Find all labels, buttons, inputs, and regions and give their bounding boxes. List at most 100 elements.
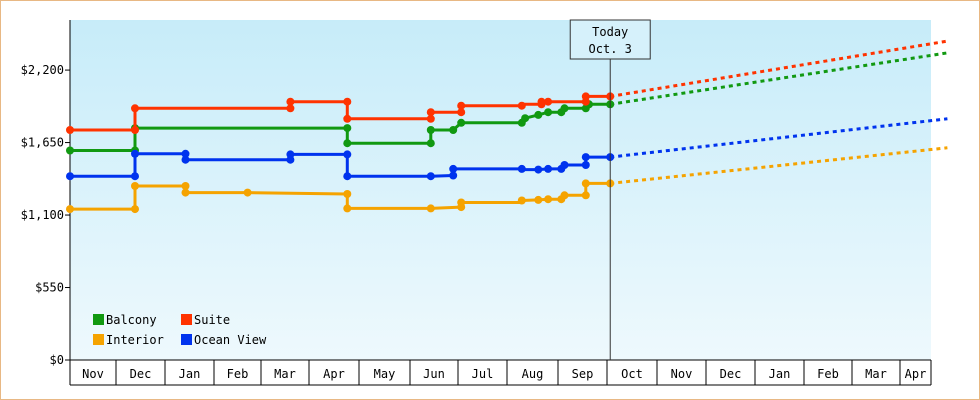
series-point[interactable] <box>581 191 590 200</box>
series-point[interactable] <box>66 172 74 181</box>
series-suite <box>66 39 948 134</box>
series-point[interactable] <box>243 188 252 197</box>
series-point[interactable] <box>560 104 569 113</box>
series-point[interactable] <box>534 110 543 119</box>
legend-label-ocean-view: Ocean View <box>194 333 267 347</box>
month-label: Sep <box>572 367 594 381</box>
series-point[interactable] <box>534 195 543 204</box>
y-tick-label: $1,650 <box>21 136 64 150</box>
axes: $0 $550 $1,100 $1,650 $2,200 Nov Dec Jan Feb Mar A… <box>21 20 932 386</box>
legend-label-interior: Interior <box>106 333 164 347</box>
series-point[interactable] <box>560 161 569 169</box>
series-point[interactable] <box>426 114 435 123</box>
today-marker: Today Oct. 3 <box>569 19 651 360</box>
series-point[interactable] <box>131 126 139 134</box>
series-point[interactable] <box>544 195 553 204</box>
series-point[interactable] <box>544 97 553 106</box>
month-label: Dec <box>130 367 152 381</box>
series-point[interactable] <box>517 101 526 110</box>
series-point[interactable] <box>343 150 352 159</box>
series-point[interactable] <box>581 179 590 188</box>
month-label: Feb <box>227 367 249 381</box>
month-label: Jul <box>472 367 494 381</box>
y-tick-label: $1,100 <box>21 208 64 222</box>
series-point[interactable] <box>457 101 466 110</box>
series-ocean-view <box>66 117 948 181</box>
plot-background <box>70 20 931 360</box>
series-point[interactable] <box>131 172 139 181</box>
series-projection-interior <box>610 146 948 185</box>
series-point[interactable] <box>449 171 458 180</box>
series-point[interactable] <box>343 190 352 198</box>
series-point[interactable] <box>343 124 352 133</box>
series-projection-suite <box>609 39 948 98</box>
series-point[interactable] <box>181 188 190 197</box>
legend-swatch-ocean-view <box>181 334 192 345</box>
month-label: Aug <box>522 367 544 381</box>
legend-label-balcony: Balcony <box>106 313 157 327</box>
today-date: Oct. 3 <box>589 42 632 56</box>
legend: Balcony Suite Interior Ocean View <box>93 313 267 347</box>
month-label: Dec <box>720 367 742 381</box>
legend-swatch-balcony <box>93 314 104 325</box>
legend-swatch-suite <box>181 314 192 325</box>
series-point[interactable] <box>131 182 139 190</box>
series-point[interactable] <box>521 114 530 123</box>
month-label: Oct <box>621 367 643 381</box>
series-point[interactable] <box>534 165 543 174</box>
y-tick-label: $2,200 <box>21 63 64 77</box>
series-point[interactable] <box>426 139 435 148</box>
month-label: Jan <box>769 367 791 381</box>
series-point[interactable] <box>426 126 435 134</box>
series-point[interactable] <box>544 164 553 173</box>
series-point[interactable] <box>131 104 139 113</box>
series-point[interactable] <box>457 108 466 117</box>
series-point[interactable] <box>66 205 74 214</box>
series-point[interactable] <box>343 97 352 106</box>
series-point[interactable] <box>426 204 435 213</box>
series-projection-balcony <box>609 51 948 106</box>
series-point[interactable] <box>131 149 139 158</box>
month-label: Mar <box>865 367 887 381</box>
series-point[interactable] <box>343 204 352 213</box>
series-point[interactable] <box>181 155 190 164</box>
series-point[interactable] <box>581 161 590 169</box>
series-point[interactable] <box>131 205 139 214</box>
month-label: Nov <box>671 367 693 381</box>
series-point[interactable] <box>449 164 458 173</box>
series-layer <box>66 39 948 214</box>
month-label: Apr <box>905 367 927 381</box>
legend-swatch-interior <box>93 334 104 345</box>
series-point[interactable] <box>581 92 590 101</box>
today-label: Today <box>592 25 628 39</box>
month-label: May <box>374 367 396 381</box>
series-point[interactable] <box>426 108 435 117</box>
series-point[interactable] <box>66 126 74 134</box>
series-point[interactable] <box>537 97 546 106</box>
series-point[interactable] <box>544 108 553 117</box>
series-point[interactable] <box>581 153 590 162</box>
series-point[interactable] <box>449 126 458 134</box>
series-point[interactable] <box>286 97 295 106</box>
legend-label-suite: Suite <box>194 313 230 327</box>
series-point[interactable] <box>181 182 190 190</box>
series-point[interactable] <box>286 150 295 159</box>
month-label: Apr <box>323 367 345 381</box>
month-label: Mar <box>274 367 296 381</box>
series-point[interactable] <box>343 114 352 123</box>
series-point[interactable] <box>517 196 526 205</box>
series-point[interactable] <box>457 118 466 127</box>
month-label: Jun <box>423 367 445 381</box>
series-point[interactable] <box>517 164 526 173</box>
series-point[interactable] <box>560 191 569 200</box>
series-point[interactable] <box>457 198 466 207</box>
series-projection-ocean-view <box>610 117 948 159</box>
series-point[interactable] <box>343 139 352 148</box>
series-point[interactable] <box>66 146 74 155</box>
series-point[interactable] <box>343 172 352 181</box>
series-point[interactable] <box>286 104 295 113</box>
series-point[interactable] <box>426 172 435 181</box>
month-label: Nov <box>82 367 104 381</box>
series-point[interactable] <box>181 149 190 158</box>
